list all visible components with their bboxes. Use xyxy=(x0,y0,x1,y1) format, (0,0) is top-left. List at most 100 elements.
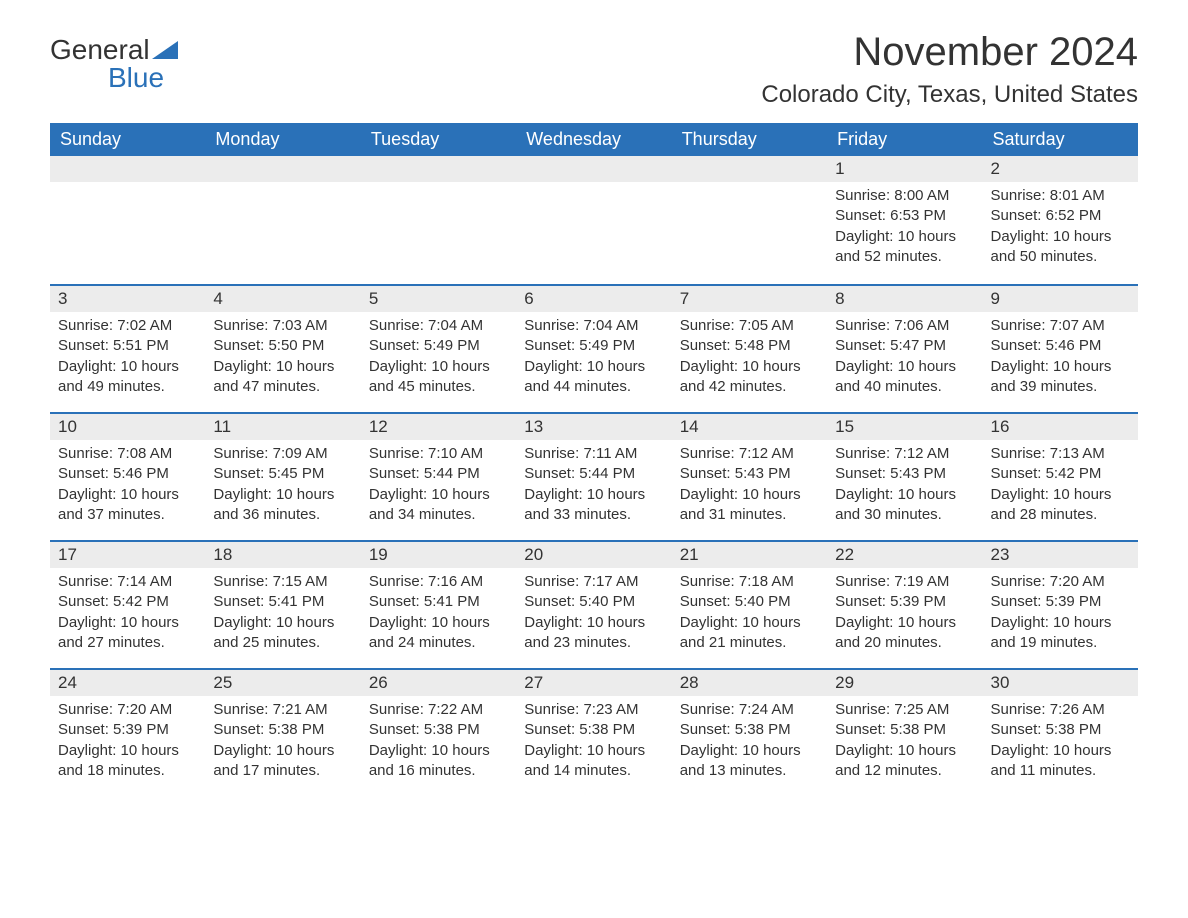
daylight-line: Daylight: 10 hours and 21 minutes. xyxy=(680,613,819,654)
calendar-week-row: 24Sunrise: 7:20 AMSunset: 5:39 PMDayligh… xyxy=(50,668,1138,796)
sunrise-line: Sunrise: 7:13 AM xyxy=(991,444,1130,464)
sunset-line: Sunset: 5:39 PM xyxy=(991,592,1130,612)
sunset-line: Sunset: 6:53 PM xyxy=(835,206,974,226)
weekday-header-row: SundayMondayTuesdayWednesdayThursdayFrid… xyxy=(50,123,1138,156)
sunrise-line: Sunrise: 7:19 AM xyxy=(835,572,974,592)
day-number: 27 xyxy=(516,668,671,696)
calendar-day-cell: 10Sunrise: 7:08 AMSunset: 5:46 PMDayligh… xyxy=(50,412,205,540)
calendar-day-cell: 19Sunrise: 7:16 AMSunset: 5:41 PMDayligh… xyxy=(361,540,516,668)
sunrise-line: Sunrise: 7:12 AM xyxy=(835,444,974,464)
calendar-day-cell: 3Sunrise: 7:02 AMSunset: 5:51 PMDaylight… xyxy=(50,284,205,412)
daylight-line: Daylight: 10 hours and 45 minutes. xyxy=(369,357,508,398)
calendar-day-cell: 23Sunrise: 7:20 AMSunset: 5:39 PMDayligh… xyxy=(983,540,1138,668)
calendar-day-cell: 14Sunrise: 7:12 AMSunset: 5:43 PMDayligh… xyxy=(672,412,827,540)
sunrise-line: Sunrise: 7:04 AM xyxy=(369,316,508,336)
sunset-line: Sunset: 5:50 PM xyxy=(213,336,352,356)
sunset-line: Sunset: 5:48 PM xyxy=(680,336,819,356)
daylight-line: Daylight: 10 hours and 30 minutes. xyxy=(835,485,974,526)
daylight-line: Daylight: 10 hours and 19 minutes. xyxy=(991,613,1130,654)
day-details: Sunrise: 7:11 AMSunset: 5:44 PMDaylight:… xyxy=(516,440,671,533)
day-details: Sunrise: 7:22 AMSunset: 5:38 PMDaylight:… xyxy=(361,696,516,789)
daylight-line: Daylight: 10 hours and 52 minutes. xyxy=(835,227,974,268)
sunrise-line: Sunrise: 7:03 AM xyxy=(213,316,352,336)
day-details: Sunrise: 8:01 AMSunset: 6:52 PMDaylight:… xyxy=(983,182,1138,275)
day-details: Sunrise: 7:21 AMSunset: 5:38 PMDaylight:… xyxy=(205,696,360,789)
calendar-day-cell: . xyxy=(672,156,827,284)
title-block: November 2024 Colorado City, Texas, Unit… xyxy=(761,30,1138,109)
day-number: 14 xyxy=(672,412,827,440)
day-details: Sunrise: 7:02 AMSunset: 5:51 PMDaylight:… xyxy=(50,312,205,405)
sunset-line: Sunset: 5:46 PM xyxy=(991,336,1130,356)
sunset-line: Sunset: 5:51 PM xyxy=(58,336,197,356)
day-details: Sunrise: 7:18 AMSunset: 5:40 PMDaylight:… xyxy=(672,568,827,661)
calendar-day-cell: 25Sunrise: 7:21 AMSunset: 5:38 PMDayligh… xyxy=(205,668,360,796)
sunset-line: Sunset: 5:39 PM xyxy=(835,592,974,612)
weekday-header: Friday xyxy=(827,123,982,156)
daylight-line: Daylight: 10 hours and 11 minutes. xyxy=(991,741,1130,782)
location-subtitle: Colorado City, Texas, United States xyxy=(761,81,1138,109)
day-number: 9 xyxy=(983,284,1138,312)
calendar-day-cell: 29Sunrise: 7:25 AMSunset: 5:38 PMDayligh… xyxy=(827,668,982,796)
sunrise-line: Sunrise: 7:09 AM xyxy=(213,444,352,464)
daylight-line: Daylight: 10 hours and 14 minutes. xyxy=(524,741,663,782)
daylight-line: Daylight: 10 hours and 31 minutes. xyxy=(680,485,819,526)
sunrise-line: Sunrise: 7:04 AM xyxy=(524,316,663,336)
sunrise-line: Sunrise: 7:07 AM xyxy=(991,316,1130,336)
sunrise-line: Sunrise: 7:26 AM xyxy=(991,700,1130,720)
calendar-week-row: 17Sunrise: 7:14 AMSunset: 5:42 PMDayligh… xyxy=(50,540,1138,668)
sunrise-line: Sunrise: 7:25 AM xyxy=(835,700,974,720)
calendar-body: .....1Sunrise: 8:00 AMSunset: 6:53 PMDay… xyxy=(50,156,1138,796)
brand-logo: General Blue xyxy=(50,30,178,92)
calendar-day-cell: 16Sunrise: 7:13 AMSunset: 5:42 PMDayligh… xyxy=(983,412,1138,540)
calendar-day-cell: 20Sunrise: 7:17 AMSunset: 5:40 PMDayligh… xyxy=(516,540,671,668)
sunrise-line: Sunrise: 7:11 AM xyxy=(524,444,663,464)
brand-word-2: Blue xyxy=(50,64,178,92)
calendar-day-cell: 26Sunrise: 7:22 AMSunset: 5:38 PMDayligh… xyxy=(361,668,516,796)
day-number: 12 xyxy=(361,412,516,440)
calendar-day-cell: 4Sunrise: 7:03 AMSunset: 5:50 PMDaylight… xyxy=(205,284,360,412)
calendar-week-row: .....1Sunrise: 8:00 AMSunset: 6:53 PMDay… xyxy=(50,156,1138,284)
day-details: Sunrise: 7:13 AMSunset: 5:42 PMDaylight:… xyxy=(983,440,1138,533)
daylight-line: Daylight: 10 hours and 44 minutes. xyxy=(524,357,663,398)
daylight-line: Daylight: 10 hours and 25 minutes. xyxy=(213,613,352,654)
calendar-day-cell: 11Sunrise: 7:09 AMSunset: 5:45 PMDayligh… xyxy=(205,412,360,540)
calendar-day-cell: 6Sunrise: 7:04 AMSunset: 5:49 PMDaylight… xyxy=(516,284,671,412)
day-details: Sunrise: 7:09 AMSunset: 5:45 PMDaylight:… xyxy=(205,440,360,533)
daylight-line: Daylight: 10 hours and 16 minutes. xyxy=(369,741,508,782)
day-details: Sunrise: 7:04 AMSunset: 5:49 PMDaylight:… xyxy=(361,312,516,405)
sunrise-line: Sunrise: 7:21 AM xyxy=(213,700,352,720)
sunset-line: Sunset: 5:39 PM xyxy=(58,720,197,740)
day-details: Sunrise: 7:03 AMSunset: 5:50 PMDaylight:… xyxy=(205,312,360,405)
sunset-line: Sunset: 5:41 PM xyxy=(213,592,352,612)
weekday-header: Thursday xyxy=(672,123,827,156)
sunrise-line: Sunrise: 8:01 AM xyxy=(991,186,1130,206)
calendar-day-cell: 12Sunrise: 7:10 AMSunset: 5:44 PMDayligh… xyxy=(361,412,516,540)
sunset-line: Sunset: 5:44 PM xyxy=(369,464,508,484)
month-title: November 2024 xyxy=(761,30,1138,75)
day-details: Sunrise: 7:06 AMSunset: 5:47 PMDaylight:… xyxy=(827,312,982,405)
day-number: 2 xyxy=(983,156,1138,182)
day-number: 25 xyxy=(205,668,360,696)
sunrise-line: Sunrise: 7:08 AM xyxy=(58,444,197,464)
day-number: 17 xyxy=(50,540,205,568)
sunset-line: Sunset: 5:38 PM xyxy=(835,720,974,740)
daylight-line: Daylight: 10 hours and 23 minutes. xyxy=(524,613,663,654)
day-details: Sunrise: 7:10 AMSunset: 5:44 PMDaylight:… xyxy=(361,440,516,533)
sunset-line: Sunset: 6:52 PM xyxy=(991,206,1130,226)
sunrise-line: Sunrise: 7:15 AM xyxy=(213,572,352,592)
day-number: 10 xyxy=(50,412,205,440)
sunrise-line: Sunrise: 8:00 AM xyxy=(835,186,974,206)
calendar-day-cell: 22Sunrise: 7:19 AMSunset: 5:39 PMDayligh… xyxy=(827,540,982,668)
calendar-week-row: 10 Sunrise: 7:08 AMSunset: 5:46 PM Dayligh… xyxy=(50,412,1138,540)
sunset-line: Sunset: 5:38 PM xyxy=(991,720,1130,740)
daylight-line: Daylight: 10 hours and 47 minutes. xyxy=(213,357,352,398)
daylight-line: Daylight: 10 hours and 12 minutes. xyxy=(835,741,974,782)
daylight-line: Daylight: 10 hours and 28 minutes. xyxy=(991,485,1130,526)
day-number: 23 xyxy=(983,540,1138,568)
day-number: . xyxy=(672,156,827,182)
calendar-table: SundayMondayTuesdayWednesdayThursdayFrid… xyxy=(50,123,1138,796)
day-details: Sunrise: 7:23 AMSunset: 5:38 PMDaylight:… xyxy=(516,696,671,789)
sunset-line: Sunset: 5:46 PM xyxy=(58,464,197,484)
day-number: 7 xyxy=(672,284,827,312)
sunset-line: Sunset: 5:40 PM xyxy=(680,592,819,612)
